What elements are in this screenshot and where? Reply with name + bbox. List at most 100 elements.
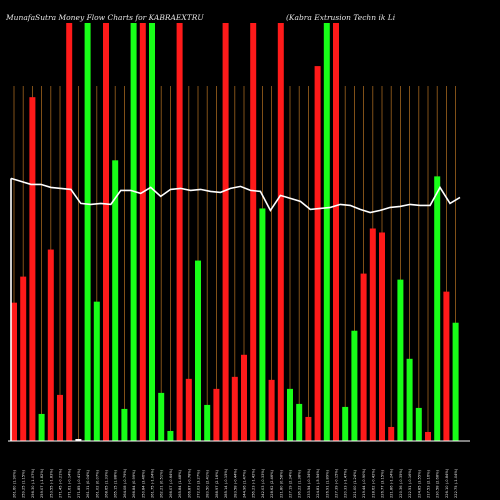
x-tick-label: 268.65 (1.33%)	[105, 469, 109, 498]
bar	[323, 23, 330, 441]
bar	[360, 273, 367, 441]
bar	[342, 406, 349, 441]
x-tick-label: 265.15 (1.88%)	[114, 469, 118, 498]
x-tick-label: 285.14 (-0.15%)	[224, 468, 228, 498]
x-tick-label: 218.62 (-0.42%)	[371, 468, 375, 498]
x-tick-label: 259.07 (-1.82%)	[40, 468, 44, 498]
x-tick-label: 233.54 (-0.34%)	[307, 468, 311, 498]
bar	[296, 403, 303, 441]
bar	[93, 301, 100, 441]
bar	[314, 66, 321, 441]
bar	[47, 249, 54, 441]
bar	[305, 416, 312, 441]
x-tick-label: 242.03 (-0.33%)	[261, 468, 265, 498]
chart-title-right: (Kabra Extrusion Techn ik Li	[286, 13, 396, 22]
bar	[231, 376, 238, 441]
bar	[415, 407, 422, 441]
bar	[443, 291, 450, 441]
x-tick-label: 261.75 (-1.04%)	[151, 468, 155, 498]
bar	[452, 322, 459, 441]
x-tick-label: 261.02 (0.07%)	[95, 469, 99, 498]
bar	[176, 23, 183, 441]
x-tick-label: 266.07 (-0.64%)	[169, 468, 173, 498]
x-tick-label: 259.25 (1.15%)	[22, 469, 26, 498]
bar	[333, 23, 339, 441]
x-tick-label: 220.33 (-1.47%)	[344, 468, 348, 498]
x-tick-label: 266.84 (0.99%)	[132, 469, 136, 498]
bar	[250, 23, 257, 441]
bar	[29, 97, 36, 441]
bar	[379, 232, 385, 441]
bar	[75, 438, 82, 441]
bar	[434, 176, 441, 441]
x-tick-label: 236.22 (1.38%)	[298, 469, 302, 498]
x-tick-label: 250.84 (3.46%)	[141, 469, 145, 498]
x-tick-label: 256.23 (-1.42%)	[252, 468, 256, 498]
price-line	[10, 177, 461, 441]
bar	[11, 302, 17, 441]
x-tick-label: 217.53 (2.16%)	[427, 469, 431, 498]
bar	[213, 388, 220, 441]
x-tick-label: 221.86 (-1.24%)	[390, 468, 394, 498]
bar	[397, 279, 404, 441]
bar	[268, 379, 275, 441]
x-tick-label: 283.50 (2.41%)	[206, 469, 210, 498]
bar	[38, 413, 45, 441]
x-tick-label: 262.21 (0.51%)	[160, 469, 164, 498]
bar	[130, 23, 137, 441]
x-tick-label: 226.91 (1.89%)	[325, 469, 329, 498]
x-tick-label: 221.80 (0.58%)	[279, 469, 283, 498]
x-tick-label: 271.45 (-0.21%)	[59, 468, 63, 498]
x-tick-label: 244.96 (1.47%)	[243, 469, 247, 498]
x-tick-label: 228.62 (2.46%)	[270, 469, 274, 498]
x-axis-labels: 261.60 (1.90%) 259.25 (1.15%) 256.30 (-1.0…	[13, 468, 459, 498]
x-tick-label: 288.97 (2.16%)	[215, 469, 219, 498]
bar	[121, 408, 128, 441]
x-tick-label: 272.03 (3.27%)	[197, 469, 201, 498]
bar	[425, 431, 431, 441]
x-tick-label: 230.58 (2.68%)	[436, 469, 440, 498]
bar	[222, 23, 229, 441]
x-tick-label: 253.55 (-1.83%)	[49, 468, 53, 498]
bar	[287, 388, 293, 441]
bar	[139, 23, 146, 441]
x-tick-label: 219.44 (-0.90%)	[362, 468, 366, 498]
x-tick-label: 261.60 (1.90%)	[13, 469, 17, 498]
bar	[112, 160, 119, 441]
x-tick-label: 221.00 (1.24%)	[353, 469, 357, 498]
bar	[369, 228, 376, 441]
x-tick-label: 264.08 (-0.79%)	[123, 468, 127, 498]
x-tick-label: 222.51 (-0.16%)	[408, 468, 412, 498]
x-tick-label: 271.85 (-0.41%)	[77, 468, 81, 498]
bar	[103, 23, 109, 441]
bar	[149, 23, 155, 441]
x-tick-label: 220.36 (-0.35%)	[399, 468, 403, 498]
bar	[185, 378, 192, 441]
x-tick-label: 227.39 (-0.15%)	[335, 468, 339, 498]
bar	[84, 23, 91, 441]
x-tick-label: 224.85 (3.55%)	[417, 469, 421, 498]
bar	[241, 354, 247, 441]
x-tick-label: 261.31 (0.04%)	[86, 469, 90, 498]
x-tick-label: 226.10 (-0.84%)	[445, 468, 449, 498]
x-tick-label: 283.58 (-0.44%)	[233, 468, 237, 498]
x-tick-label: 271.61 (-0.14%)	[68, 468, 72, 498]
bar	[406, 358, 413, 441]
chart-title-left: MunafaSutra Money Flow Charts for KABRAE…	[5, 13, 204, 22]
price-line-path	[10, 177, 461, 214]
x-tick-label: 226.77 (3.15%)	[381, 469, 385, 498]
x-tick-label: 256.30 (-1.07%)	[31, 468, 35, 498]
x-tick-label: 222.75 (-1.04%)	[454, 468, 458, 498]
bar	[20, 276, 27, 441]
x-tick-label: 224.81 (-5.54%)	[316, 468, 320, 498]
bar	[204, 404, 211, 441]
bar	[57, 394, 63, 441]
bars	[11, 23, 459, 441]
bar	[351, 330, 358, 441]
bar	[259, 208, 266, 441]
bar	[158, 392, 165, 441]
bar	[66, 23, 73, 441]
x-tick-label: 265.84 (1.48%)	[178, 469, 182, 498]
